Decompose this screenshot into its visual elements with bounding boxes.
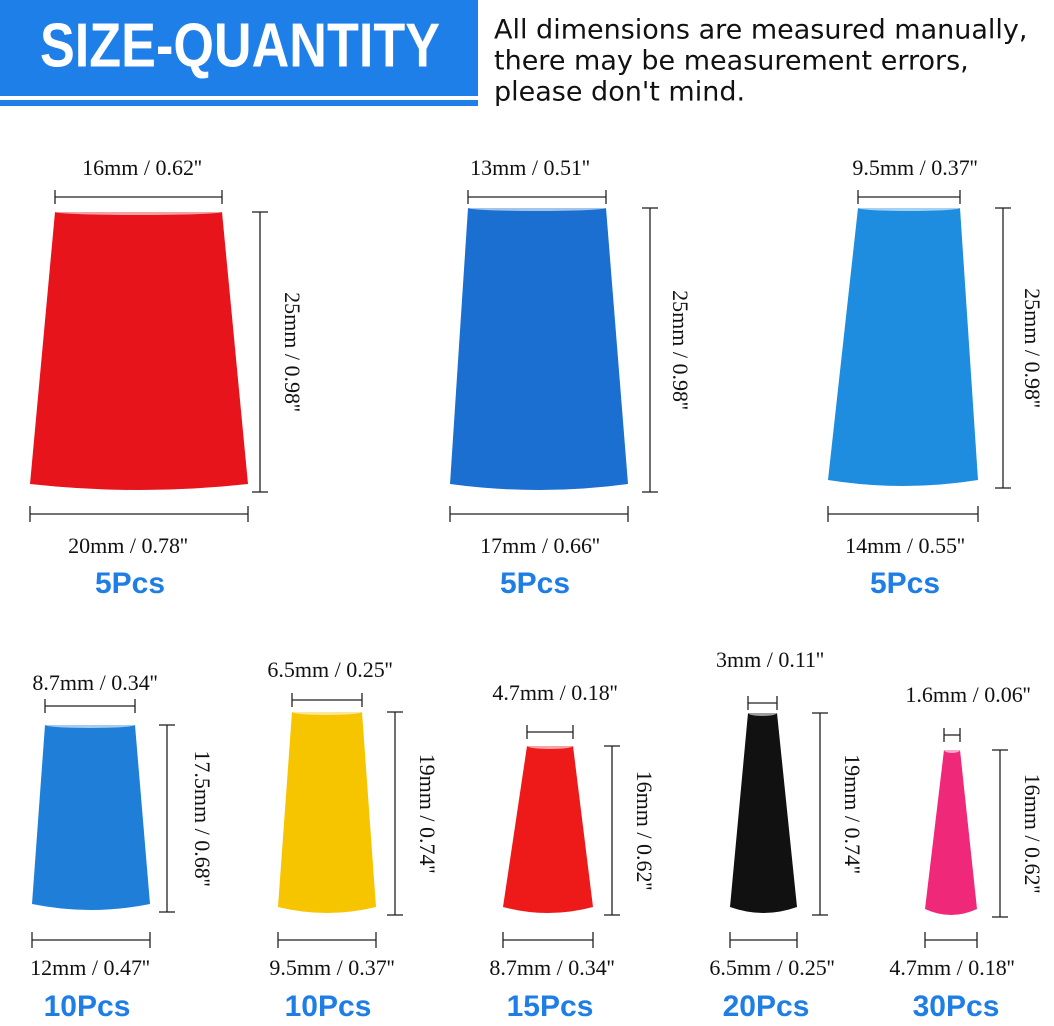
stopper	[503, 746, 593, 913]
note-line: please don't mind.	[494, 77, 745, 108]
bottom-size: 9.5mm / 0.37''	[269, 955, 394, 980]
stopper	[450, 208, 628, 490]
stopper	[925, 750, 977, 915]
stopper-top	[858, 205, 960, 211]
quantity: 5Pcs	[500, 567, 570, 600]
top-size: 16mm / 0.62''	[82, 155, 202, 180]
stopper	[730, 713, 797, 913]
stopper-top	[468, 205, 606, 211]
quantity: 5Pcs	[870, 567, 940, 600]
note-line: All dimensions are measured manually,	[494, 15, 1027, 46]
top-size: 6.5mm / 0.25''	[267, 657, 392, 682]
top-size: 4.7mm / 0.18''	[492, 680, 617, 705]
quantity: 20Pcs	[723, 990, 810, 1023]
height-size: 25mm / 0.98''	[280, 292, 305, 412]
bottom-size: 17mm / 0.66''	[480, 533, 600, 558]
bottom-size: 12mm / 0.47''	[30, 955, 150, 980]
stopper	[32, 725, 150, 910]
height-size: 17.5mm / 0.68''	[190, 750, 215, 886]
stopper-top	[527, 743, 573, 749]
quantity: 5Pcs	[95, 567, 165, 600]
height-size: 19mm / 0.74''	[840, 754, 865, 874]
stopper-top	[944, 747, 960, 753]
banner-stripe	[0, 100, 478, 106]
top-size: 3mm / 0.11''	[716, 647, 824, 672]
height-size: 16mm / 0.62''	[632, 771, 657, 891]
height-size: 25mm / 0.98''	[1020, 288, 1045, 408]
stopper	[30, 212, 248, 490]
quantity: 15Pcs	[507, 990, 594, 1023]
quantity: 10Pcs	[44, 990, 131, 1023]
stopper-top	[45, 722, 135, 728]
height-size: 25mm / 0.98''	[668, 290, 693, 410]
quantity: 30Pcs	[913, 990, 1000, 1023]
bottom-size: 14mm / 0.55''	[845, 533, 965, 558]
note-line: there may be measurement errors,	[494, 46, 969, 77]
bottom-size: 6.5mm / 0.25''	[709, 955, 834, 980]
stopper	[278, 712, 376, 913]
bottom-size: 4.7mm / 0.18''	[889, 955, 1014, 980]
title: SIZE-QUANTITY	[40, 11, 440, 80]
top-size: 1.6mm / 0.06''	[905, 682, 1030, 707]
bottom-size: 8.7mm / 0.34''	[489, 955, 614, 980]
top-size: 9.5mm / 0.37''	[852, 155, 977, 180]
top-size: 8.7mm / 0.34''	[32, 670, 157, 695]
top-size: 13mm / 0.51''	[470, 155, 590, 180]
height-size: 16mm / 0.62''	[1020, 774, 1045, 894]
stopper	[828, 208, 978, 486]
stopper-top	[55, 209, 222, 215]
stopper-top	[748, 710, 777, 716]
quantity: 10Pcs	[285, 990, 372, 1023]
height-size: 19mm / 0.74''	[415, 754, 440, 874]
bottom-size: 20mm / 0.78''	[68, 533, 188, 558]
title-banner	[0, 0, 478, 96]
stopper-top	[292, 709, 362, 715]
